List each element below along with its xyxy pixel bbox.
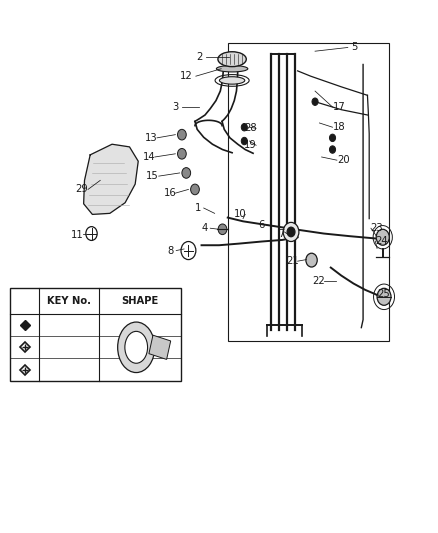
Circle shape (218, 224, 227, 235)
Text: 14: 14 (143, 152, 155, 162)
Text: 2: 2 (196, 52, 202, 61)
Text: 18: 18 (333, 122, 346, 132)
Text: 19: 19 (244, 140, 257, 150)
Text: 24: 24 (375, 236, 388, 246)
Text: 11: 11 (71, 230, 84, 240)
Text: 16: 16 (164, 188, 177, 198)
Circle shape (312, 98, 318, 106)
Circle shape (377, 288, 391, 305)
Polygon shape (84, 144, 138, 214)
Text: 7: 7 (278, 229, 284, 239)
Text: 20: 20 (337, 155, 350, 165)
Text: 23: 23 (371, 223, 383, 233)
Bar (11, 288, 180, 381)
Text: 13: 13 (145, 133, 158, 143)
Circle shape (241, 124, 247, 131)
Text: 8: 8 (168, 246, 174, 255)
Circle shape (306, 253, 317, 267)
Text: 25: 25 (378, 289, 390, 299)
Text: 17: 17 (333, 102, 346, 112)
Text: 29: 29 (75, 184, 88, 195)
Text: 1: 1 (195, 203, 201, 213)
Text: 28: 28 (244, 123, 257, 133)
Text: 6: 6 (258, 220, 265, 230)
Bar (228, 43, 389, 341)
Ellipse shape (218, 52, 246, 67)
Circle shape (182, 167, 191, 178)
Text: 4: 4 (202, 223, 208, 233)
Circle shape (329, 146, 336, 154)
Bar (149, 335, 171, 359)
Circle shape (191, 184, 199, 195)
Text: 5: 5 (351, 43, 357, 52)
Circle shape (241, 138, 247, 145)
Text: KEY No.: KEY No. (47, 296, 91, 306)
Text: 21: 21 (286, 256, 299, 266)
Text: 12: 12 (180, 71, 193, 81)
Text: 22: 22 (312, 277, 325, 286)
Text: 15: 15 (146, 171, 159, 181)
Ellipse shape (219, 77, 245, 84)
Ellipse shape (125, 332, 148, 364)
Text: 3: 3 (172, 102, 178, 112)
Text: 10: 10 (233, 209, 246, 220)
Circle shape (177, 130, 186, 140)
Circle shape (287, 227, 295, 237)
Text: SHAPE: SHAPE (121, 296, 158, 306)
Circle shape (329, 134, 336, 142)
Circle shape (283, 222, 299, 241)
Circle shape (376, 229, 389, 245)
Circle shape (177, 149, 186, 159)
Ellipse shape (216, 66, 248, 72)
Ellipse shape (118, 322, 155, 373)
